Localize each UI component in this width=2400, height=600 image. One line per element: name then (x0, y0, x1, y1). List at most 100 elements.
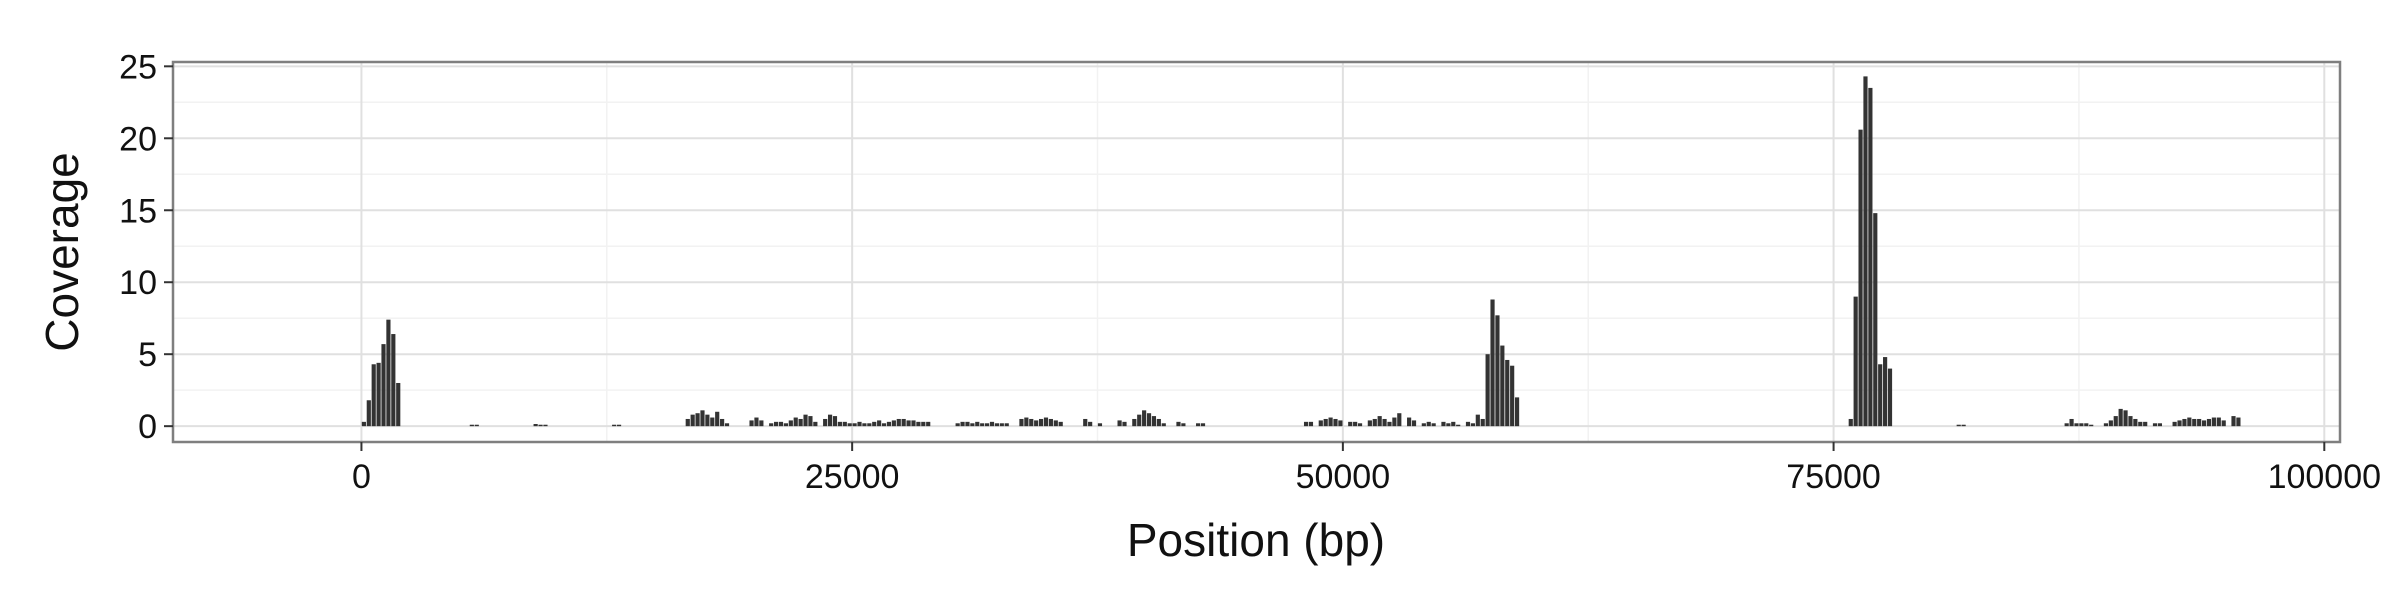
coverage-bar (2201, 420, 2207, 427)
coverage-bar (955, 423, 960, 427)
coverage-bar (1878, 364, 1883, 427)
coverage-bar (970, 423, 975, 427)
coverage-bar (2123, 410, 2128, 427)
coverage-bar (926, 421, 931, 427)
coverage-bar (877, 420, 882, 427)
coverage-bar (1196, 423, 1201, 427)
coverage-bar (1887, 368, 1893, 427)
x-axis: 0 25000 50000 75000 100000 (352, 442, 2381, 496)
coverage-bar (793, 417, 798, 427)
coverage-bar (1853, 296, 1858, 427)
coverage-bar (1333, 418, 1338, 427)
coverage-bar (724, 423, 730, 427)
coverage-bar (533, 424, 538, 427)
coverage-bar (2152, 423, 2158, 427)
coverage-bar (1142, 410, 1147, 427)
coverage-bar (1465, 421, 1471, 427)
coverage-bar (1303, 421, 1309, 427)
coverage-bar (2079, 423, 2084, 427)
coverage-bar (872, 421, 877, 427)
coverage-bar (837, 421, 842, 427)
coverage-bar (1475, 414, 1480, 427)
coverage-bar (886, 421, 892, 427)
coverage-bar (1318, 420, 1323, 427)
coverage-bar (985, 423, 990, 427)
coverage-bar (1858, 129, 1863, 427)
coverage-bar (999, 423, 1004, 427)
x-tick-label: 25000 (805, 458, 900, 496)
coverage-bar (1961, 424, 1966, 427)
coverage-bar (1034, 420, 1039, 427)
coverage-bar (1480, 418, 1485, 427)
coverage-bar (2216, 417, 2221, 427)
coverage-bar (1338, 420, 1343, 427)
coverage-bar (774, 421, 779, 427)
coverage-bar (862, 423, 867, 427)
coverage-bar (1323, 418, 1328, 427)
coverage-bar (1357, 423, 1363, 427)
coverage-bar (1029, 418, 1034, 427)
coverage-bar (852, 423, 857, 427)
coverage-bar (2172, 421, 2177, 427)
coverage-bar (788, 420, 793, 427)
coverage-bar (396, 382, 401, 427)
coverage-bar (1058, 421, 1063, 427)
coverage-bar (1397, 413, 1402, 427)
grid-layer (173, 62, 2340, 442)
coverage-bar (783, 423, 788, 427)
coverage-bar (1372, 418, 1377, 427)
coverage-bar (749, 420, 754, 427)
coverage-bar (1053, 420, 1058, 427)
coverage-bar (1431, 423, 1436, 427)
coverage-bar (1019, 418, 1024, 427)
coverage-bar (1883, 357, 1888, 427)
coverage-bar (1485, 354, 1490, 427)
y-axis-title: Coverage (36, 152, 88, 351)
coverage-bar (376, 362, 381, 427)
coverage-bar (2069, 418, 2074, 427)
coverage-bar (1122, 421, 1127, 427)
coverage-bar (1156, 418, 1161, 427)
coverage-bar (1367, 420, 1372, 427)
coverage-bar (1510, 365, 1515, 427)
coverage-bar (474, 424, 479, 427)
coverage-bar (1043, 417, 1049, 427)
coverage-bar (1181, 423, 1186, 427)
coverage-bar (867, 423, 872, 427)
coverage-bar (803, 414, 808, 427)
coverage-bar (1495, 315, 1500, 427)
coverage-bar (1097, 423, 1103, 427)
coverage-bar (2192, 418, 2197, 427)
y-tick-label: 25 (119, 48, 157, 86)
coverage-bar (1200, 423, 1206, 427)
coverage-bar (778, 421, 784, 427)
y-tick-label: 5 (138, 336, 157, 374)
coverage-bar (2108, 420, 2113, 427)
coverage-bar (2113, 416, 2118, 427)
coverage-bar (891, 420, 896, 427)
coverage-bar (469, 424, 474, 427)
coverage-bar (690, 414, 695, 427)
coverage-bar (1024, 417, 1029, 427)
coverage-bar (2182, 418, 2187, 427)
coverage-bar (1421, 423, 1426, 427)
coverage-bar (720, 418, 725, 427)
coverage-bar (1146, 413, 1152, 427)
coverage-bar (798, 418, 803, 427)
y-tick-label: 15 (119, 192, 157, 230)
coverage-bar (754, 417, 759, 427)
y-tick-label: 20 (119, 120, 157, 158)
coverage-bar (616, 424, 622, 427)
coverage-bar (1308, 421, 1314, 427)
coverage-bar (1004, 423, 1009, 427)
coverage-bar (975, 421, 980, 427)
coverage-bar (2231, 416, 2236, 427)
coverage-bar (827, 414, 833, 427)
x-tick-label: 100000 (2268, 458, 2381, 496)
coverage-bar (715, 411, 720, 427)
coverage-bar (911, 420, 916, 427)
coverage-bar (1470, 423, 1475, 427)
coverage-bar (960, 421, 965, 427)
coverage-bar (1083, 418, 1088, 427)
coverage-bar (823, 418, 828, 427)
